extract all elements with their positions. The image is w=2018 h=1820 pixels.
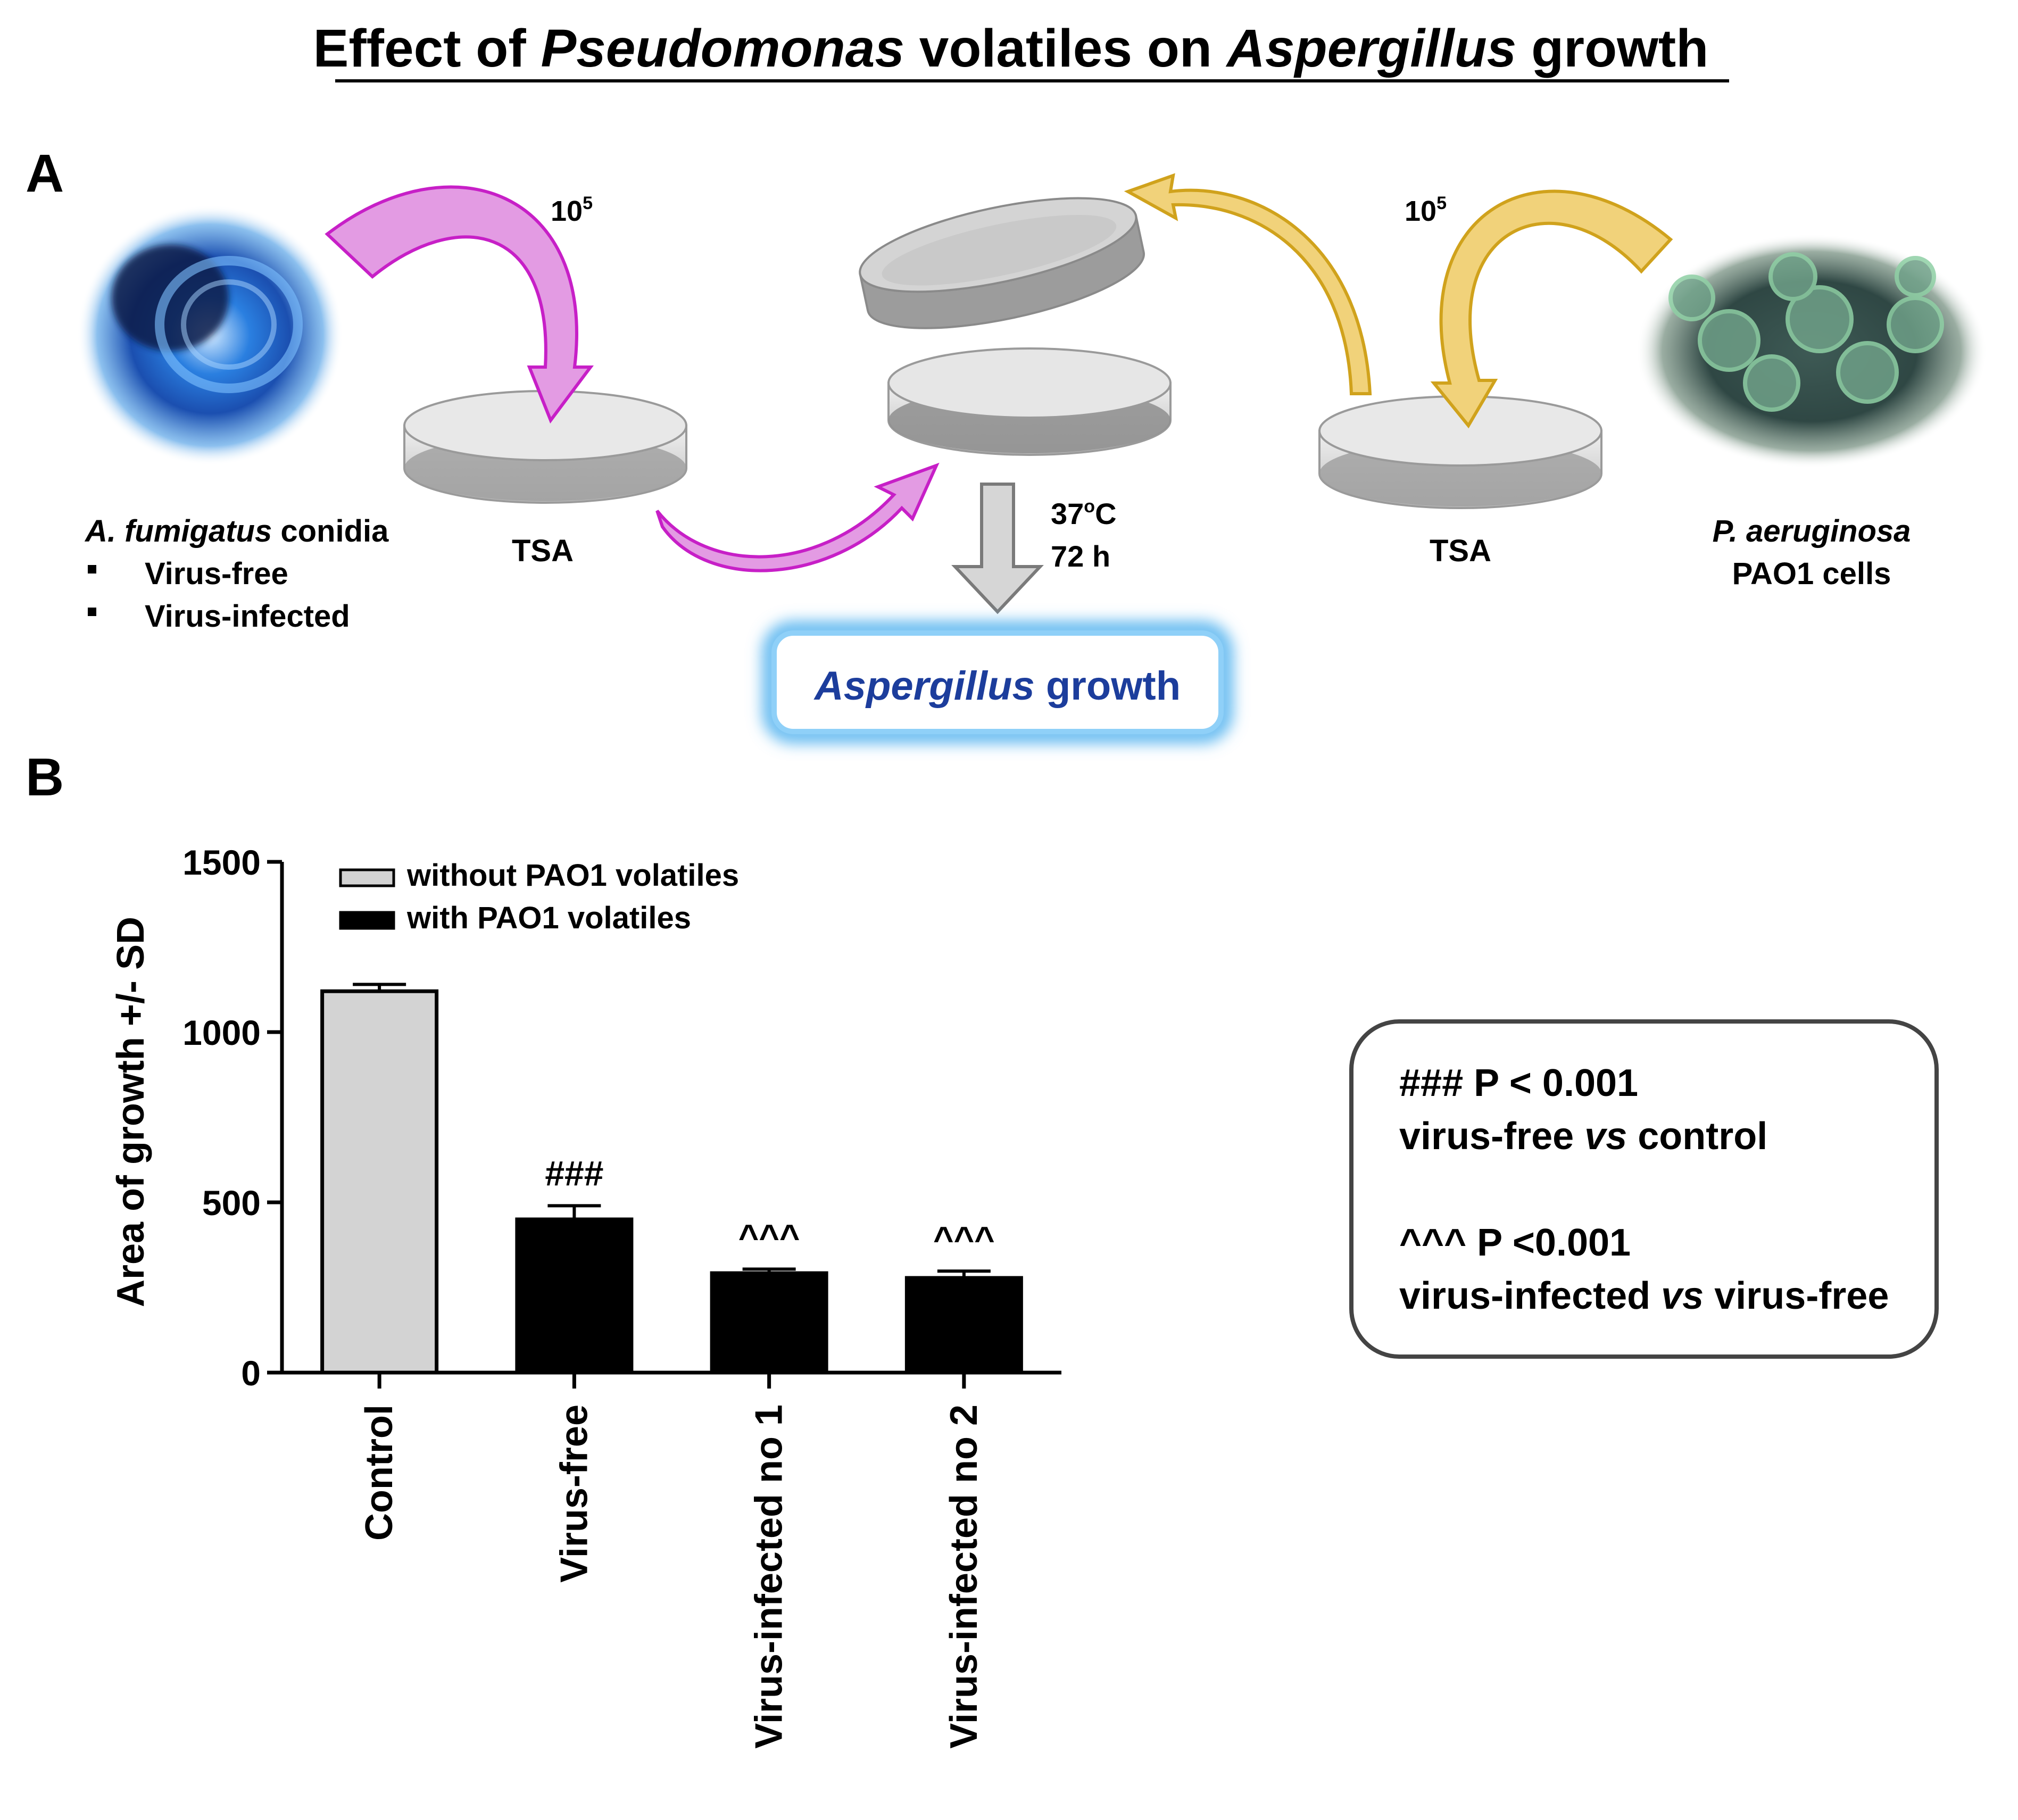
curved-arrow-to-center-plate <box>655 462 940 572</box>
y-tick-label: 1500 <box>182 843 261 882</box>
center-plate-bottom <box>887 347 1172 456</box>
right-plate-label: TSA <box>1430 534 1491 568</box>
curved-arrow-to-left-plate <box>325 185 594 424</box>
bar <box>515 1217 634 1375</box>
bullet-icon <box>88 565 96 574</box>
legend-swatch-without <box>339 868 395 887</box>
bar <box>904 1276 1023 1375</box>
x-category-label: Control <box>358 1405 401 1541</box>
center-plate-lid <box>859 197 1145 329</box>
chart-legend: without PAO1 volatiles with PAO1 volatil… <box>339 858 739 935</box>
bacteria-species-label: P. aeruginosa <box>1713 514 1911 549</box>
result-box-label: Aspergillus growth <box>813 663 1181 709</box>
y-axis-label: Area of growth +/- SD <box>110 917 152 1307</box>
y-tick-label: 500 <box>202 1183 261 1223</box>
left-plate-label: TSA <box>512 534 574 568</box>
significance-legend-box: ### P < 0.001 virus-free vs control ^^^ … <box>1349 1019 1939 1359</box>
fungus-bullet-virus-infected: Virus-infected <box>145 599 350 634</box>
fungus-bullet-virus-free: Virus-free <box>145 556 288 591</box>
figure-title: Effect of Pseudomonas volatiles on Asper… <box>313 19 1729 82</box>
fungus-label: A. fumigatus conidia <box>84 514 389 549</box>
panel-b-letter: B <box>26 747 64 807</box>
bar-chart: Area of growth +/- SD 0 500 1000 1500 Contro… <box>110 843 1061 1749</box>
legend-label-with: with PAO1 volatiles <box>406 901 691 935</box>
panel-a-letter: A <box>26 144 64 203</box>
title-part: Pseudomonas <box>541 19 904 78</box>
result-box: Aspergillus growth <box>762 621 1233 743</box>
incubation-time: 72 h <box>1051 539 1110 573</box>
bacteria-micrograph <box>1636 234 1987 468</box>
right-tsa-plate <box>1318 395 1602 509</box>
title-part: volatiles on <box>904 19 1227 78</box>
left-inoculum-label: 105 <box>551 193 593 227</box>
bullet-icon <box>88 608 96 616</box>
significance-marker: ^^^ <box>933 1219 995 1258</box>
y-tick-label: 1000 <box>182 1013 261 1052</box>
y-tick-label: 0 <box>241 1353 261 1393</box>
curved-arrow-to-right-plate <box>1430 189 1673 429</box>
title-part: Aspergillus <box>1225 19 1517 78</box>
legend-label-without: without PAO1 volatiles <box>406 858 739 893</box>
right-inoculum-label: 105 <box>1405 193 1447 227</box>
bacteria-strain-label: PAO1 cells <box>1732 556 1891 591</box>
significance-marker: ### <box>545 1153 603 1193</box>
curved-arrow-to-center-lid <box>1124 173 1372 395</box>
x-category-label: Virus-infected no 1 <box>748 1405 791 1749</box>
title-part: growth <box>1516 19 1708 78</box>
fungus-micrograph <box>77 205 343 466</box>
bar <box>710 1271 828 1375</box>
significance-marker: ^^^ <box>738 1217 800 1256</box>
significance-line-4: virus-infected vs virus-free <box>1399 1275 1889 1317</box>
svg-text:Effect of Pseudomonas volatile: Effect of Pseudomonas volatiles on Asper… <box>313 19 1709 78</box>
significance-line-3: ^^^ P <0.001 <box>1399 1221 1631 1264</box>
bar <box>320 989 439 1375</box>
significance-line-2: virus-free vs control <box>1399 1115 1767 1158</box>
title-part: Effect of <box>313 19 541 78</box>
legend-swatch-with <box>339 911 395 930</box>
incubation-temperature: 37oC <box>1051 496 1117 530</box>
x-category-label: Virus-infected no 2 <box>943 1405 985 1749</box>
down-arrow-icon <box>951 483 1044 614</box>
left-tsa-plate <box>403 390 687 504</box>
significance-line-1: ### P < 0.001 <box>1399 1062 1638 1104</box>
x-category-label: Virus-free <box>553 1405 595 1583</box>
